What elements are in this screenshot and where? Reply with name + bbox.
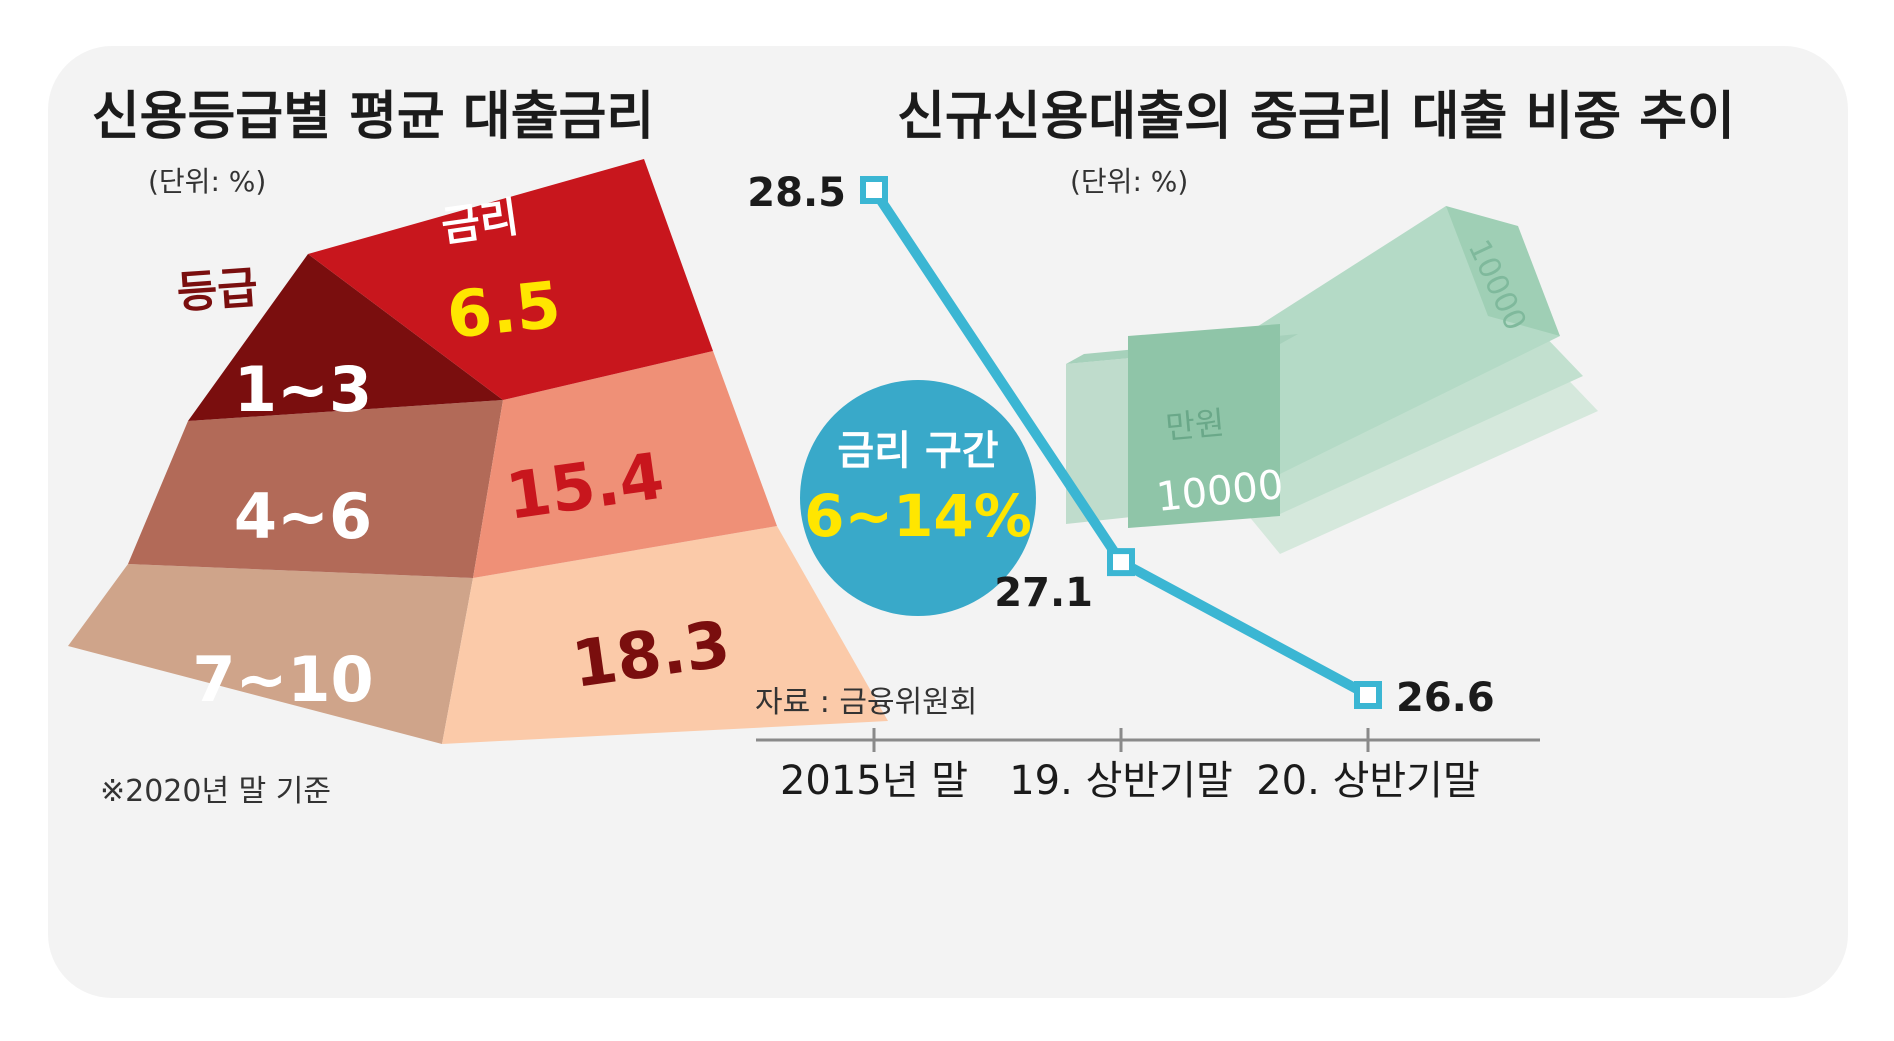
line-unit: (단위: %) [1070,165,1188,198]
x-tick-label: 20. 상반기말 [1256,758,1480,804]
money-fan-top [1188,206,1560,474]
data-point-marker [860,176,888,204]
rate-range-badge [800,380,1036,616]
grade-label-2: 4~6 [234,480,372,553]
pyramid-right-face-top [308,159,713,400]
pyramid-left-face-top [188,254,503,421]
money-fan-edge [1446,206,1560,336]
infographic-canvas: 신용등급별 평균 대출금리 (단위: %) 등급 금리 1~3 4~6 7~10… [68,87,1735,809]
data-label: 27.1 [994,570,1093,616]
rate-header: 금리 [438,192,521,251]
grade-header: 등급 [175,262,259,319]
data-label: 26.6 [1396,675,1495,721]
data-labels: 28.5 27.1 26.6 [747,170,1494,721]
data-point-marker [1107,548,1135,577]
grade-label-3: 7~10 [192,643,373,716]
badge-line-1: 금리 구간 [837,428,998,474]
money-illustration: 만원 10000 10000 [1066,206,1598,554]
infographic-card: 신용등급별 평균 대출금리 (단위: %) 등급 금리 1~3 4~6 7~10… [48,46,1848,998]
pyramid-footnote: ※2020년 말 기준 [100,774,331,809]
pyramid-right-face-bottom [442,526,888,744]
pyramid-left-face-bottom [68,564,473,744]
source-note: 자료 : 금융위원회 [755,685,977,720]
pyramid-left-face-middle [128,400,503,578]
rate-value-1: 6.5 [444,268,564,353]
money-wrap-text: 만원 [1164,404,1226,447]
pyramid-title: 신용등급별 평균 대출금리 [92,87,654,147]
pyramid-right-face-middle [473,351,777,578]
x-axis-ticks [872,728,1370,752]
x-tick-label: 19. 상반기말 [1009,758,1233,804]
x-axis-labels: 2015년 말 19. 상반기말 20. 상반기말 [780,758,1480,804]
line-panel: 신규신용대출의 중금리 대출 비중 추이 (단위: %) 만원 10000 10… [747,87,1735,804]
x-tick-label: 2015년 말 [780,758,968,804]
pyramid-panel: 신용등급별 평균 대출금리 (단위: %) 등급 금리 1~3 4~6 7~10… [68,87,888,809]
badge-line-2: 6~14% [804,482,1032,550]
line-title: 신규신용대출의 중금리 대출 비중 추이 [897,87,1735,147]
pyramid-unit: (단위: %) [148,165,266,198]
series-markers [860,176,1382,709]
money-band [1128,324,1280,528]
grade-label-1: 1~3 [234,353,372,426]
data-point-marker [1354,681,1382,709]
data-label: 28.5 [747,170,846,216]
